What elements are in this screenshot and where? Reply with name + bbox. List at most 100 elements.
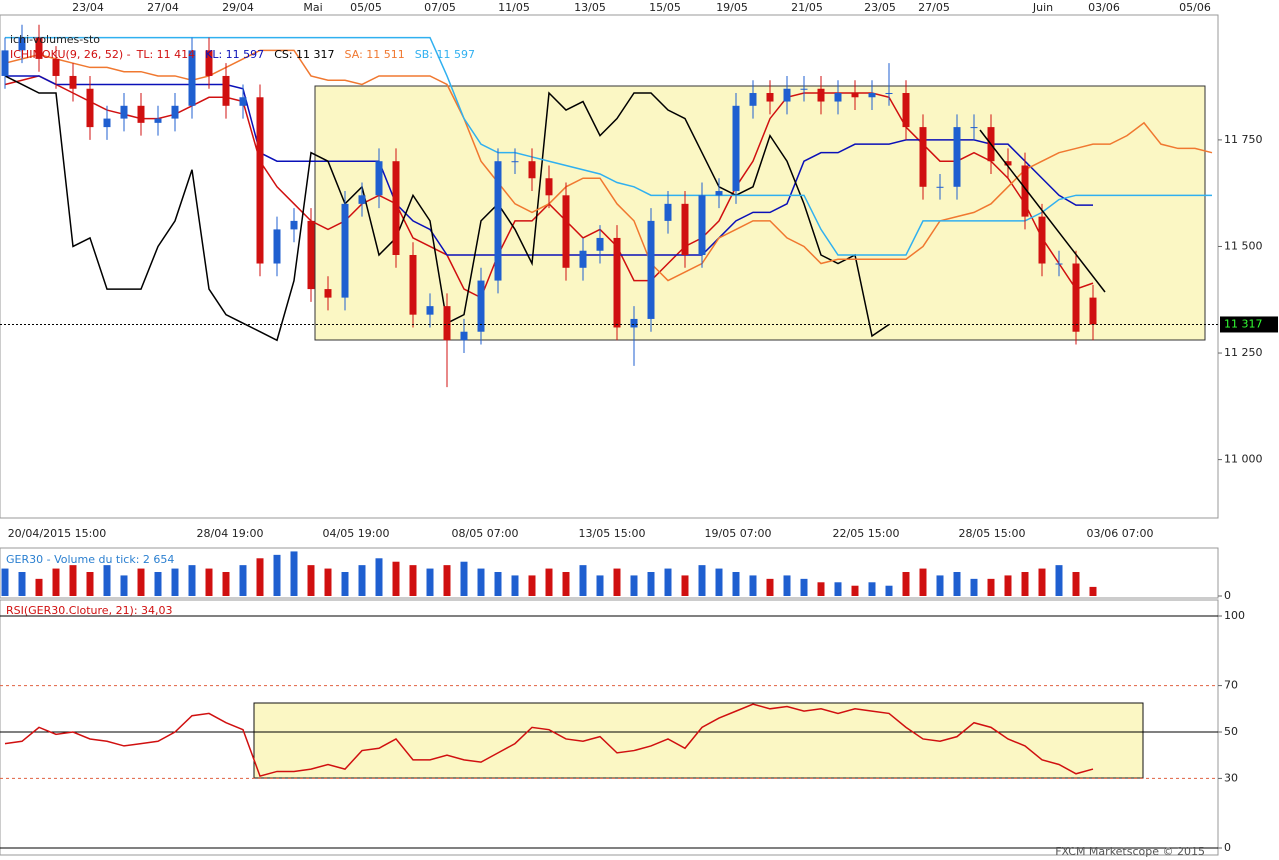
candle-body (171, 105, 179, 119)
candle-body (545, 178, 553, 196)
indicator-line (4, 49, 1213, 282)
legend-entry: CS: 11 317 (274, 48, 334, 61)
top-date-label: 21/05 (791, 1, 823, 14)
candle-body (188, 50, 196, 106)
trend-line (979, 129, 1106, 293)
volume-bar (681, 575, 689, 596)
top-date-label: 23/05 (864, 1, 896, 14)
top-date-label: 19/05 (716, 1, 748, 14)
top-date-label: 23/04 (72, 1, 104, 14)
candle-body (273, 229, 281, 264)
candle-body (256, 97, 264, 264)
volume-bar (86, 572, 94, 596)
candle-body (936, 186, 944, 188)
volume-bar (1055, 565, 1063, 596)
candle-body (86, 88, 94, 128)
price-panel (0, 14, 1219, 519)
volume-bar (222, 572, 230, 596)
volume-bar (392, 561, 400, 596)
volume-bar (579, 565, 587, 596)
candle-body (953, 127, 961, 187)
candle-body (800, 88, 808, 90)
x-tick-label: 19/05 07:00 (705, 527, 772, 540)
last-price-label: 11 317 (1224, 317, 1263, 330)
candle-body (1004, 161, 1012, 166)
legend-entry: SA: 11 511 (345, 48, 405, 61)
candle-body (1, 50, 9, 76)
volume-bar (545, 568, 553, 596)
legend-prefix: ICHIMOKU(9, 26, 52) - (10, 48, 131, 61)
candle-body (1089, 297, 1097, 325)
top-date-label: 27/04 (147, 1, 179, 14)
volume-bar (1, 568, 9, 596)
volume-bar (205, 568, 213, 596)
x-tick-label: 08/05 07:00 (452, 527, 519, 540)
legend-entry: TL: 11 414 (136, 48, 196, 61)
candle-body (290, 220, 298, 230)
candle-body (919, 127, 927, 187)
volume-bar (494, 572, 502, 596)
candle-body (120, 105, 128, 119)
candle-body (1055, 263, 1063, 265)
candle-body (885, 93, 893, 95)
candle-body (69, 75, 77, 89)
y-tick-label: 11 250 (1224, 346, 1263, 359)
candle-body (358, 195, 366, 204)
top-date-label: 29/04 (222, 1, 254, 14)
volume-bar (817, 582, 825, 596)
volume-bar (1021, 572, 1029, 596)
y-tick-label: 0 (1224, 589, 1231, 602)
volume-bar (715, 568, 723, 596)
volume-bar (732, 572, 740, 596)
volume-bar (273, 554, 281, 596)
candle-body (579, 250, 587, 268)
top-date-label: 13/05 (574, 1, 606, 14)
top-date-label: 05/06 (1179, 1, 1211, 14)
candle-body (324, 289, 332, 298)
candle-body (443, 306, 451, 341)
candle-body (817, 88, 825, 102)
volume-bar (290, 551, 298, 596)
volume-bar (698, 565, 706, 596)
y-tick-label: 11 500 (1224, 239, 1263, 252)
candle-body (970, 127, 978, 129)
candle-body (35, 37, 43, 59)
candle-body (834, 93, 842, 102)
top-date-label: Juin (1032, 1, 1053, 14)
last-price-box (1220, 316, 1278, 333)
volume-bar (35, 578, 43, 596)
volume-bar (664, 568, 672, 596)
volume-panel (0, 547, 1219, 599)
volume-bar (936, 575, 944, 596)
volume-bar (834, 582, 842, 596)
candle-body (154, 118, 162, 123)
volume-bar (783, 575, 791, 596)
candle-body (1038, 216, 1046, 264)
candle-body (681, 203, 689, 255)
candle-body (613, 237, 621, 328)
volume-bar (528, 575, 536, 596)
volume-bar (919, 568, 927, 596)
volume-bar (443, 565, 451, 596)
indicator-line (5, 36, 1212, 256)
rsi-highlight-box (253, 702, 1144, 779)
volume-bar (987, 578, 995, 596)
y-tick-label: 0 (1224, 841, 1231, 854)
legend-entry: KL: 11 597 (205, 48, 264, 61)
candle-body (341, 203, 349, 298)
volume-bar (902, 572, 910, 596)
volume-bar (766, 578, 774, 596)
rsi-title: RSI(GER30.Cloture, 21): 34,03 (6, 604, 173, 617)
top-date-label: 03/06 (1088, 1, 1120, 14)
volume-bar (885, 585, 893, 596)
volume-bar (851, 585, 859, 596)
volume-bar (358, 565, 366, 596)
candle-body (851, 93, 859, 98)
candle-body (596, 237, 604, 251)
candle-body (477, 280, 485, 332)
candle-body (392, 161, 400, 255)
y-tick-label: 100 (1224, 609, 1245, 622)
candle-body (1072, 263, 1080, 332)
volume-bar (409, 565, 417, 596)
volume-bar (307, 565, 315, 596)
